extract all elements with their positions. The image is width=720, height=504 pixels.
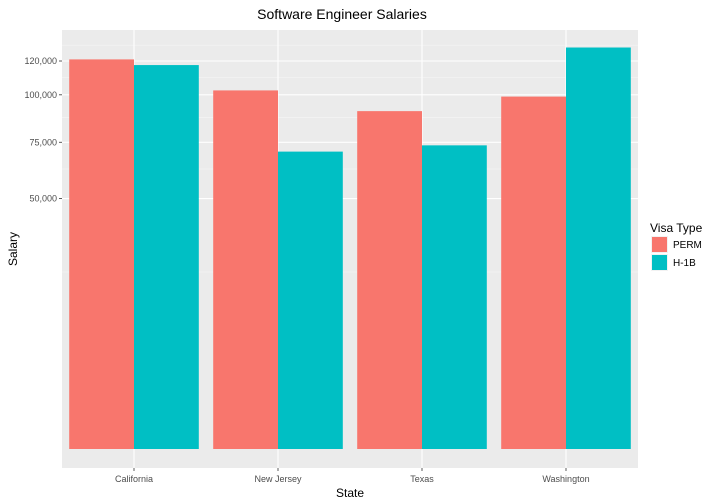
y-tick-label: 100,000 <box>24 90 57 100</box>
x-axis-title: State <box>336 486 364 500</box>
legend-label-perm: PERM <box>673 240 702 251</box>
x-axis-ticks: California New Jersey Texas Washington <box>115 468 590 484</box>
y-tick-label: 50,000 <box>29 194 57 204</box>
y-axis-ticks: 50,000 75,000 100,000 120,000 <box>24 56 62 204</box>
x-tick-label: Washington <box>542 474 589 484</box>
bar-h-1b-california <box>134 65 199 449</box>
bars <box>69 47 631 450</box>
x-tick-label: California <box>115 474 153 484</box>
bar-perm-new-jersey <box>213 90 278 450</box>
bar-perm-washington <box>501 96 566 449</box>
legend: Visa Type PERM H-1B <box>650 221 703 271</box>
y-axis-title: Salary <box>6 232 20 266</box>
legend-title: Visa Type <box>650 221 703 235</box>
y-tick-label: 75,000 <box>29 137 57 147</box>
x-tick-label: New Jersey <box>254 474 302 484</box>
y-tick-label: 120,000 <box>24 56 57 66</box>
bar-perm-texas <box>357 111 422 449</box>
legend-swatch-perm <box>652 237 667 252</box>
chart-title: Software Engineer Salaries <box>257 6 427 22</box>
bar-h-1b-washington <box>566 47 631 449</box>
legend-swatch-h-1b <box>652 255 667 270</box>
x-tick-label: Texas <box>410 474 434 484</box>
bar-h-1b-new-jersey <box>278 151 343 449</box>
bar-perm-california <box>69 59 134 450</box>
bar-h-1b-texas <box>422 145 487 450</box>
legend-label-h-1b: H-1B <box>673 258 696 269</box>
